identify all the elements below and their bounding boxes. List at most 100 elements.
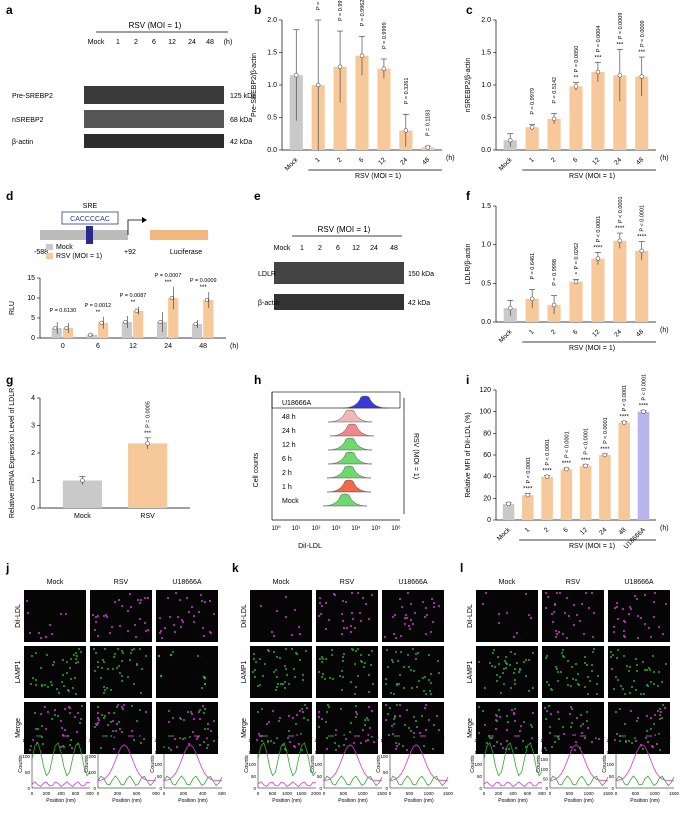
- p-value: P = 0.0262: [574, 243, 580, 270]
- fluorescent-spot: [414, 719, 418, 723]
- fluorescent-spot: [386, 665, 390, 669]
- fluorescent-spot: [68, 666, 72, 670]
- fluorescent-spot: [436, 659, 440, 663]
- p-value: P < 0.0001: [641, 374, 647, 401]
- profile-ytick: 150: [248, 750, 256, 755]
- hist-ylabel: Cell counts: [253, 452, 260, 487]
- fluorescent-spot: [192, 614, 196, 618]
- fluorescent-spot: [102, 691, 106, 695]
- fluorescent-spot: [304, 649, 308, 653]
- fluorescent-spot: [317, 670, 321, 674]
- blot-e-lane-label: 48: [390, 245, 398, 252]
- fluorescent-spot: [490, 736, 494, 740]
- fluorescent-spot: [352, 741, 356, 745]
- fluorescent-spot: [492, 744, 496, 748]
- fluorescent-spot: [502, 682, 506, 686]
- fluorescent-spot: [212, 612, 216, 616]
- fluorescent-spot: [265, 722, 269, 726]
- profile-ytick: 100: [540, 767, 548, 772]
- fluorescent-spot: [649, 635, 653, 639]
- fluorescent-spot: [188, 735, 192, 739]
- histogram-label: U18666A: [282, 400, 312, 407]
- fluorescent-spot: [208, 630, 212, 634]
- y-axis-label: Relative MFI of DiI-LDL (%): [465, 412, 472, 497]
- fluorescent-spot: [545, 654, 549, 658]
- group-label: RSV (MOI = 1): [355, 173, 401, 180]
- fluorescent-spot: [614, 710, 618, 714]
- fluorescent-spot: [405, 708, 409, 712]
- bar-chart-f: 0.0 0.5 1.0 1.5 LDLR/β-actin Mock 1 P = 0.6461 2…: [465, 196, 669, 352]
- histogram-curve: [326, 465, 372, 479]
- panel-letter-d: d: [6, 189, 13, 203]
- fluorescent-spot: [361, 728, 365, 732]
- luciferase-box: [150, 230, 208, 240]
- fluorescent-spot: [504, 655, 508, 659]
- fluorescent-spot: [504, 666, 508, 670]
- x-tick-label: 24: [399, 156, 409, 166]
- profile-legend-lamp1: LAMP1: [402, 734, 419, 740]
- y-tick-label: 60: [483, 452, 491, 459]
- profile-ylabel: Counts: [84, 755, 90, 773]
- p-value: P = 0.1183: [426, 110, 432, 136]
- profile-ylabel: Counts: [470, 755, 476, 773]
- blot-e-lane-label: 24: [370, 245, 378, 252]
- fluorescent-spot: [324, 720, 328, 724]
- fluorescent-spot: [652, 722, 656, 726]
- micro-row-label: LAMP1: [467, 660, 474, 683]
- fluorescent-spot: [197, 710, 201, 714]
- fluorescent-spot: [297, 742, 301, 746]
- fluorescent-spot: [636, 636, 640, 640]
- data-point: [64, 325, 69, 331]
- fluorescent-spot: [634, 657, 638, 661]
- fluorescent-spot: [527, 689, 531, 693]
- fluorescent-spot: [404, 613, 408, 617]
- fluorescent-spot: [325, 710, 329, 714]
- fluorescent-spot: [109, 720, 113, 724]
- fluorescent-spot: [26, 611, 30, 615]
- fluorescent-spot: [126, 609, 130, 613]
- profile-ytick: 0: [159, 786, 162, 791]
- fluorescent-spot: [46, 685, 50, 689]
- fluorescent-spot: [109, 688, 113, 692]
- data-point: [551, 116, 557, 122]
- fluorescent-spot: [283, 680, 287, 684]
- fluorescent-spot: [403, 723, 407, 727]
- fluorescent-spot: [505, 611, 509, 615]
- y-tick-label: 3: [31, 423, 35, 430]
- fluorescent-spot: [421, 600, 425, 604]
- fluorescent-spot: [132, 647, 136, 651]
- profile-ytick: 50: [477, 774, 483, 779]
- fluorescent-spot: [394, 650, 398, 654]
- fluorescent-spot: [342, 626, 346, 630]
- p-value: P = 0.9979: [530, 88, 536, 115]
- profile-ytick: 200: [88, 754, 96, 759]
- fluorescent-spot: [527, 613, 531, 617]
- fluorescent-spot: [39, 712, 43, 716]
- profile-legend-dil: DiI-LDL: [362, 734, 379, 740]
- fluorescent-spot: [323, 677, 327, 681]
- fluorescent-spot: [425, 613, 429, 617]
- p-value: P = 0.9962: [360, 0, 366, 26]
- fluorescent-spot: [622, 634, 626, 638]
- bar: [121, 322, 132, 338]
- fluorescent-spot: [190, 712, 194, 716]
- fluorescent-spot: [488, 736, 492, 740]
- y-tick-label: 2: [31, 450, 35, 457]
- profile-ytick: 200: [248, 738, 256, 743]
- fluorescent-spot: [356, 674, 360, 678]
- fluorescent-spot: [407, 726, 411, 730]
- x-tick-label: 48: [421, 156, 431, 166]
- data-point: [507, 138, 513, 143]
- fluorescent-spot: [101, 658, 105, 662]
- y-axis-label: nSREBP2/β-actin: [465, 58, 472, 113]
- x-tick-label: 24: [164, 343, 172, 350]
- profile-xtick: 0: [615, 791, 618, 796]
- legend-mock: Mock: [56, 244, 73, 251]
- fluorescent-spot: [37, 631, 41, 635]
- fluorescent-spot: [616, 648, 620, 652]
- fluorescent-spot: [483, 723, 487, 727]
- fluorescent-spot: [206, 722, 210, 726]
- significance-stars: ***: [594, 55, 602, 61]
- fluorescent-spot: [409, 729, 413, 733]
- fluorescent-spot: [545, 680, 549, 684]
